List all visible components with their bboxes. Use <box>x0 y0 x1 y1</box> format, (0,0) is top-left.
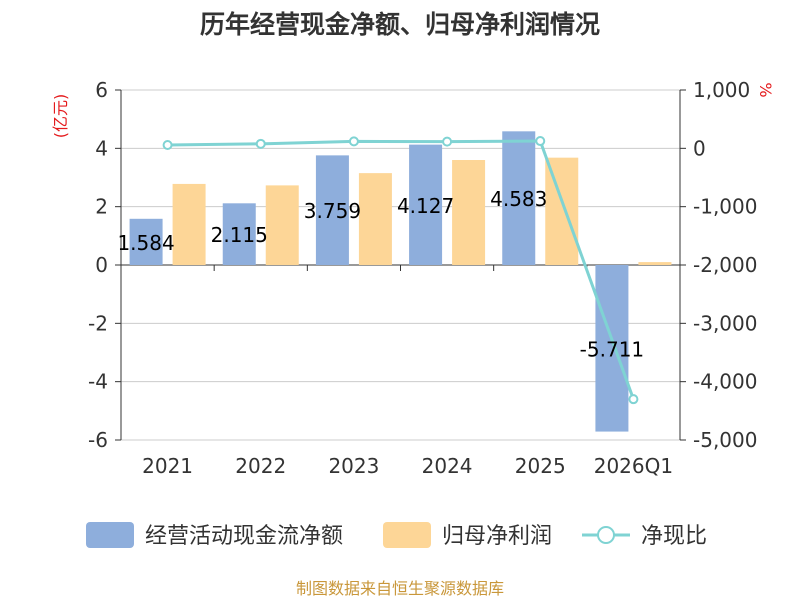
legend-marker <box>597 526 615 544</box>
ratio-point <box>442 136 453 147</box>
legend-label: 经营活动现金流净额 <box>145 524 343 549</box>
x-tick-label: 2022 <box>235 454 286 478</box>
x-tick-label: 2026Q1 <box>594 454 673 478</box>
right-tick-label: 1,000 <box>693 78 750 102</box>
left-tick-label: 0 <box>95 253 108 277</box>
right-tick-label: -5,000 <box>693 428 757 452</box>
right-tick-label: -2,000 <box>693 253 757 277</box>
left-tick-label: 2 <box>95 195 108 219</box>
profit-bar <box>452 160 486 265</box>
profit-bar <box>545 157 579 265</box>
cashflow-value-label: 3.759 <box>304 199 361 223</box>
profit-bar <box>172 183 206 265</box>
source-note: 制图数据来自恒生聚源数据库 <box>296 579 504 598</box>
right-axis-unit: % <box>756 82 775 97</box>
ratio-line <box>162 136 639 405</box>
cashflow-bar <box>409 144 443 265</box>
cashflow-bar <box>315 155 349 265</box>
x-tick-label: 2024 <box>422 454 473 478</box>
left-tick-label: -4 <box>88 370 108 394</box>
bars <box>129 131 672 432</box>
ratio-line-path <box>167 139 635 400</box>
legend: 经营活动现金流净额 归母净利润 净现比 <box>86 522 707 549</box>
right-tick-label: -1,000 <box>693 195 757 219</box>
cashflow-value-label: 2.115 <box>211 223 268 247</box>
cashflow-bar <box>502 131 536 265</box>
x-tick-label: 2025 <box>515 454 566 478</box>
right-tick-label: -4,000 <box>693 370 757 394</box>
right-tick-label: 0 <box>693 136 706 160</box>
left-axis-unit: (亿元) <box>51 94 70 139</box>
legend-swatch <box>383 522 431 548</box>
left-tick-label: -6 <box>88 428 108 452</box>
ratio-point <box>628 394 639 405</box>
x-tick-label: 2023 <box>328 454 379 478</box>
profit-bar <box>265 185 299 265</box>
legend-swatch <box>86 522 134 548</box>
cashflow-bar <box>595 265 629 432</box>
legend-label: 归母净利润 <box>442 524 552 549</box>
cashflow-value-label: 1.584 <box>117 231 174 255</box>
right-tick-label: -3,000 <box>693 311 757 335</box>
ratio-point <box>162 140 173 151</box>
cashflow-bar <box>129 218 163 265</box>
cashflow-bar <box>222 203 256 265</box>
data-labels: 1.584 2.115 3.759 4.127 4.583 -5.711 <box>117 187 644 361</box>
left-tick-label: 6 <box>95 78 108 102</box>
axes: 6 4 2 0 -2 -4 -6 1,000 0 -1,000 -2,000 -3,000 -4,000… <box>88 78 757 478</box>
ratio-point <box>348 136 359 147</box>
cashflow-value-label: -5.711 <box>580 337 644 361</box>
ratio-point <box>255 138 266 149</box>
left-tick-label: -2 <box>88 311 108 335</box>
x-tick-label: 2021 <box>142 454 193 478</box>
cashflow-value-label: 4.127 <box>397 194 454 218</box>
profit-bar <box>358 173 392 265</box>
ratio-point <box>535 136 546 147</box>
chart-title: 历年经营现金净额、归母净利润情况 <box>200 10 600 39</box>
left-tick-label: 4 <box>95 136 108 160</box>
legend-label: 净现比 <box>641 524 707 549</box>
cashflow-value-label: 4.583 <box>490 187 547 211</box>
profit-bar <box>638 262 672 265</box>
